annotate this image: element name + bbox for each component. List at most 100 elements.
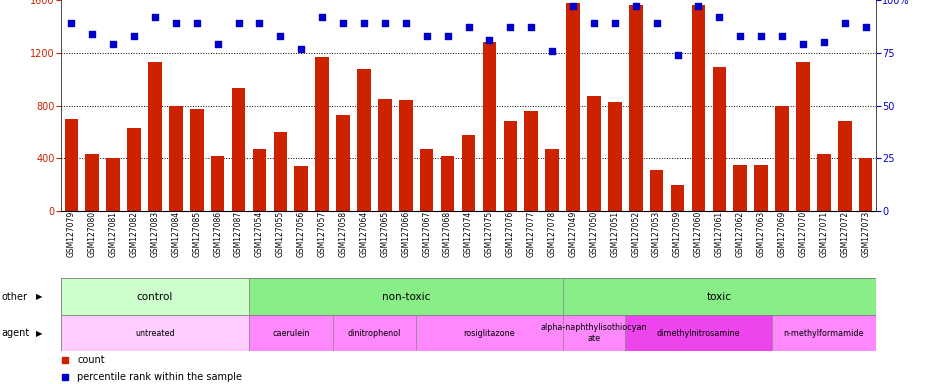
Bar: [650, 170, 663, 211]
Bar: [545, 149, 558, 211]
Bar: [399, 100, 412, 211]
Point: [461, 25, 475, 31]
Bar: [107, 158, 120, 211]
Point: [753, 33, 768, 39]
Point: [272, 33, 287, 39]
Point: [335, 20, 350, 26]
Point: [418, 33, 433, 39]
Text: agent: agent: [2, 328, 30, 338]
Point: [607, 20, 622, 26]
Bar: [624, 315, 770, 351]
Text: n-methylformamide: n-methylformamide: [782, 329, 863, 338]
Text: GSM127082: GSM127082: [129, 211, 139, 257]
Point: [815, 39, 830, 45]
Text: ▶: ▶: [36, 329, 42, 338]
Bar: [419, 149, 433, 211]
Text: alpha-naphthylisothiocyan
ate: alpha-naphthylisothiocyan ate: [540, 323, 647, 343]
Point: [795, 41, 810, 47]
Point: [84, 31, 99, 37]
Text: GSM127051: GSM127051: [609, 211, 619, 257]
Point: [210, 41, 225, 47]
Text: GSM127069: GSM127069: [777, 211, 785, 257]
Text: GSM127064: GSM127064: [359, 211, 368, 257]
Point: [398, 20, 413, 26]
Text: GSM127087: GSM127087: [234, 211, 242, 257]
Bar: [378, 99, 391, 211]
Text: GSM127050: GSM127050: [589, 211, 598, 257]
Point: [627, 3, 642, 10]
Text: GSM127060: GSM127060: [694, 211, 702, 257]
Bar: [503, 121, 517, 211]
Text: GSM127053: GSM127053: [651, 211, 661, 257]
Text: control: control: [137, 291, 173, 302]
Bar: [796, 62, 809, 211]
Bar: [562, 278, 875, 315]
Text: GSM127073: GSM127073: [860, 211, 870, 257]
Bar: [273, 132, 286, 211]
Bar: [562, 315, 624, 351]
Point: [147, 14, 162, 20]
Bar: [837, 121, 851, 211]
Bar: [733, 165, 746, 211]
Bar: [61, 315, 249, 351]
Point: [523, 25, 538, 31]
Text: GSM127054: GSM127054: [255, 211, 264, 257]
Text: GSM127062: GSM127062: [735, 211, 744, 257]
Bar: [524, 111, 537, 211]
Bar: [332, 315, 416, 351]
Bar: [148, 62, 162, 211]
Point: [544, 48, 559, 54]
Point: [649, 20, 664, 26]
Text: GSM127057: GSM127057: [317, 211, 327, 257]
Bar: [670, 185, 683, 211]
Text: GSM127076: GSM127076: [505, 211, 514, 257]
Point: [294, 46, 309, 52]
Text: GSM127067: GSM127067: [422, 211, 431, 257]
Text: dimethylnitrosamine: dimethylnitrosamine: [656, 329, 739, 338]
Point: [377, 20, 392, 26]
Bar: [336, 115, 349, 211]
Bar: [357, 69, 371, 211]
Point: [690, 3, 705, 10]
Text: GSM127075: GSM127075: [485, 211, 493, 257]
Bar: [416, 315, 562, 351]
Bar: [816, 154, 829, 211]
Point: [314, 14, 329, 20]
Text: toxic: toxic: [706, 291, 731, 302]
Bar: [691, 5, 705, 211]
Point: [837, 20, 852, 26]
Text: GSM127070: GSM127070: [797, 211, 807, 257]
Bar: [190, 109, 203, 211]
Bar: [294, 166, 308, 211]
Text: GSM127068: GSM127068: [443, 211, 451, 257]
Point: [586, 20, 601, 26]
Text: GSM127079: GSM127079: [66, 211, 76, 257]
Bar: [127, 128, 140, 211]
Text: GSM127074: GSM127074: [463, 211, 473, 257]
Bar: [607, 102, 621, 211]
Text: GSM127065: GSM127065: [380, 211, 389, 257]
Text: GSM127083: GSM127083: [151, 211, 159, 257]
Bar: [461, 135, 475, 211]
Point: [669, 52, 684, 58]
Point: [252, 20, 267, 26]
Bar: [61, 278, 249, 315]
Text: count: count: [77, 356, 105, 366]
Point: [440, 33, 455, 39]
Text: GSM127049: GSM127049: [568, 211, 577, 257]
Bar: [753, 165, 768, 211]
Bar: [253, 149, 266, 211]
Bar: [482, 42, 496, 211]
Bar: [249, 315, 332, 351]
Bar: [440, 156, 454, 211]
Point: [857, 25, 872, 31]
Text: percentile rank within the sample: percentile rank within the sample: [77, 372, 241, 382]
Point: [774, 33, 789, 39]
Bar: [65, 119, 78, 211]
Bar: [231, 88, 245, 211]
Text: rosiglitazone: rosiglitazone: [463, 329, 515, 338]
Text: other: other: [2, 291, 28, 302]
Text: GSM127078: GSM127078: [547, 211, 556, 257]
Text: GSM127081: GSM127081: [109, 211, 118, 257]
Text: GSM127080: GSM127080: [88, 211, 96, 257]
